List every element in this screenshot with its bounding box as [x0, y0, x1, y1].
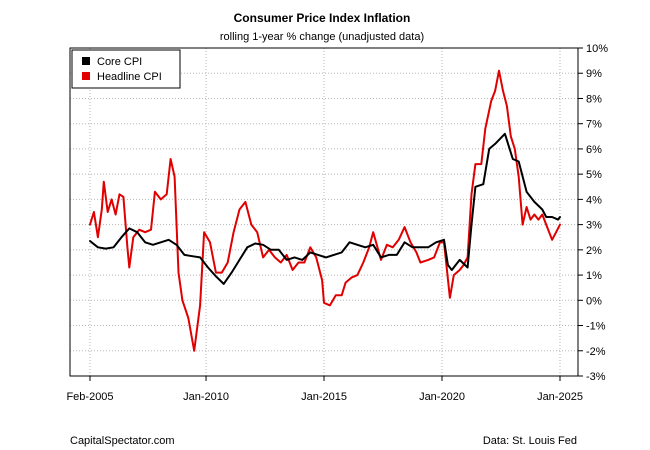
y-tick-label: -2%	[586, 346, 606, 358]
series-line-core-cpi	[89, 132, 561, 285]
y-axis: -3% -2% -1% 0% 1% 2% 3% 4% 5% 6% 7% 8% 9% 10%	[578, 43, 608, 383]
grid	[70, 47, 578, 377]
y-tick-label: 8%	[586, 93, 602, 105]
y-tick-label: 1%	[586, 270, 602, 282]
y-tick-label: 2%	[586, 245, 602, 257]
y-tick-label: 0%	[586, 295, 602, 307]
y-tick-label: -3%	[586, 371, 606, 383]
series-line-headline-cpi	[89, 69, 561, 352]
y-tick-label: 5%	[586, 169, 602, 181]
series-lines	[89, 69, 561, 352]
legend-label-core: Core CPI	[97, 56, 142, 68]
y-tick-label: 3%	[586, 220, 602, 232]
footer-data-credit: Data: St. Louis Fed	[483, 435, 577, 447]
legend: Core CPI Headline CPI	[71, 49, 181, 89]
legend-box	[71, 49, 181, 89]
x-tick-label: Jan-2020	[419, 391, 465, 403]
y-tick-label: 4%	[586, 194, 602, 206]
y-tick-label: 6%	[586, 144, 602, 156]
plot-frame	[69, 47, 579, 377]
legend-label-headline: Headline CPI	[97, 71, 162, 83]
x-tick-label: Jan-2010	[183, 391, 229, 403]
y-tick-label: 9%	[586, 68, 602, 80]
y-tick-label: -1%	[586, 321, 606, 333]
chart-title: Consumer Price Index Inflation	[234, 11, 411, 25]
y-tick-label: 7%	[586, 119, 602, 131]
x-tick-label: Jan-2025	[537, 391, 583, 403]
chart-subtitle: rolling 1-year % change (unadjusted data…	[220, 31, 424, 43]
legend-swatch-headline	[82, 72, 90, 80]
y-tick-label: 10%	[586, 43, 608, 55]
x-tick-label: Feb-2005	[66, 391, 113, 403]
footer-source-site: CapitalSpectator.com	[70, 435, 175, 447]
x-axis: Feb-2005 Jan-2010 Jan-2015 Jan-2020 Jan-2025	[66, 376, 583, 403]
legend-swatch-core	[82, 57, 90, 65]
x-tick-label: Jan-2015	[301, 391, 347, 403]
